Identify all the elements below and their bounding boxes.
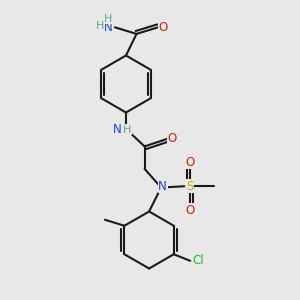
Text: H: H [96, 21, 104, 31]
Text: O: O [185, 203, 194, 217]
Text: H: H [123, 124, 132, 135]
Text: O: O [168, 132, 177, 146]
Text: O: O [185, 155, 194, 169]
Text: Cl: Cl [193, 254, 205, 267]
Text: N: N [158, 179, 167, 193]
Text: H: H [104, 14, 112, 24]
Text: N: N [113, 123, 122, 136]
Text: O: O [159, 21, 168, 34]
Text: N: N [104, 21, 113, 34]
Text: S: S [186, 179, 193, 193]
